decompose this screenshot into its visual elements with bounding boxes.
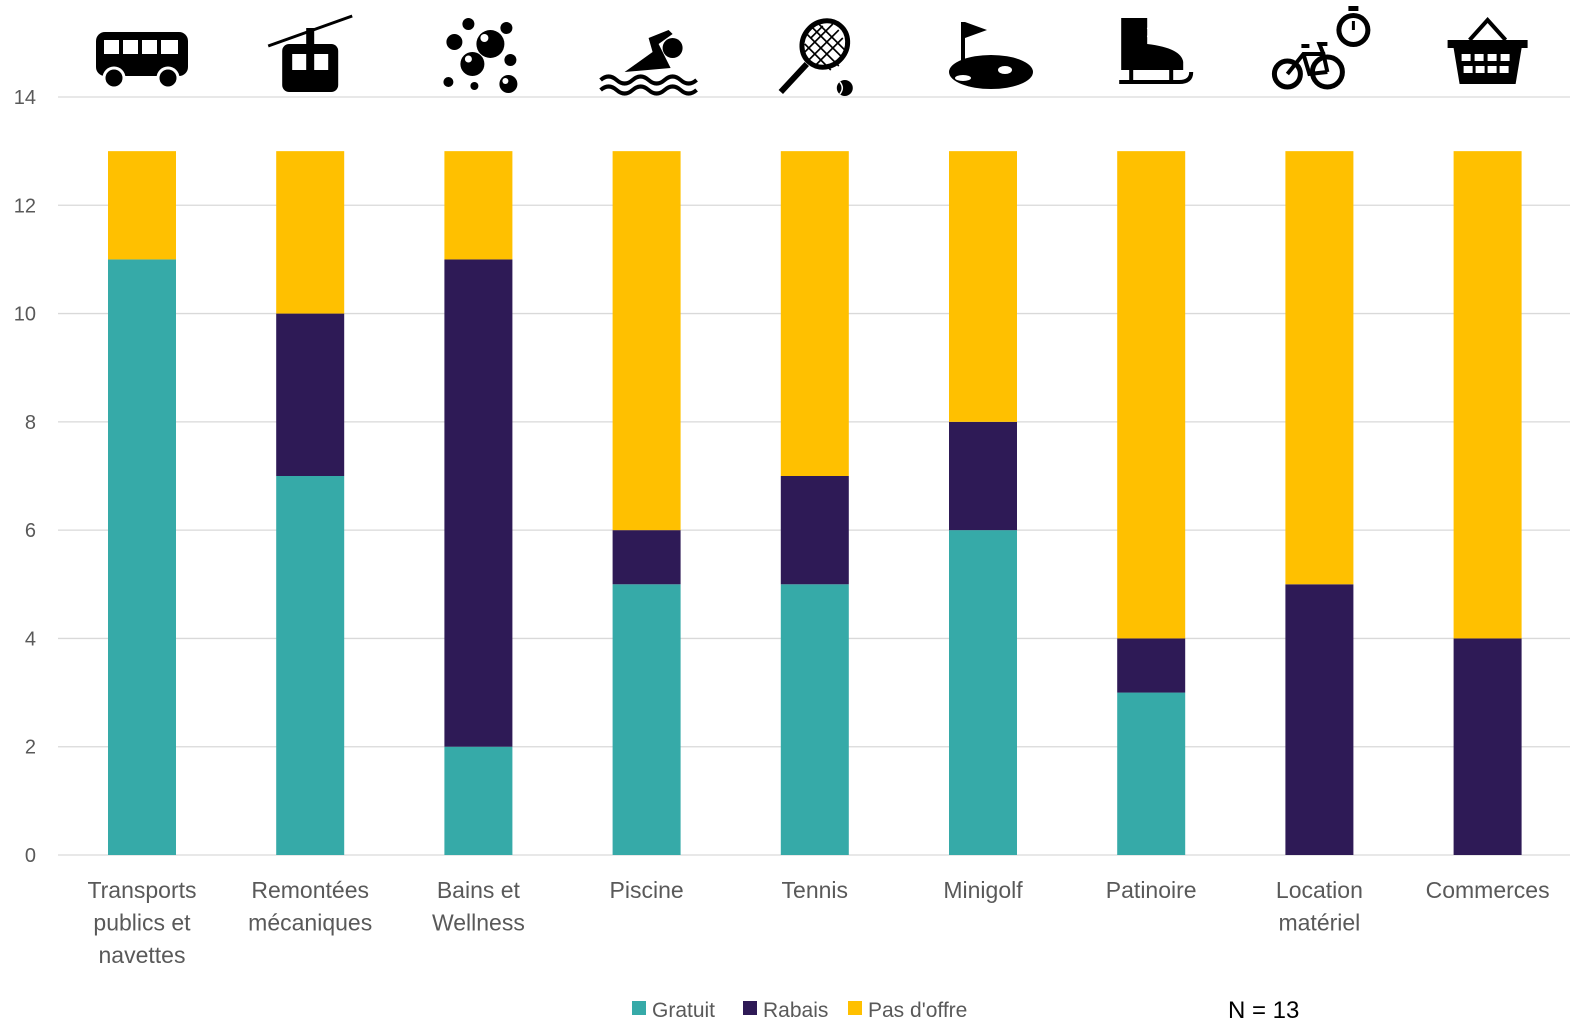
legend-swatch [848, 1001, 862, 1015]
x-tick-label: Remontées mécaniques [248, 877, 372, 936]
x-tick-label: Transports publics et navettes [87, 877, 196, 968]
legend-label: Pas d'offre [868, 999, 967, 1022]
bus-icon [94, 30, 190, 90]
cable-car-icon [266, 14, 354, 94]
bar-segment-rabais [1117, 638, 1186, 693]
y-tick-label: 8 [25, 412, 36, 434]
bar-segment-gratuit [108, 259, 176, 855]
y-tick-label: 2 [25, 737, 36, 759]
y-axis: 0 2 4 6 8 10 12 14 [14, 87, 36, 867]
shopping-basket-icon [1445, 18, 1530, 86]
bar-segment-pas-d-offre [108, 151, 176, 260]
y-tick-label: 4 [25, 628, 36, 650]
ice-skate-icon [1117, 16, 1194, 84]
y-tick-label: 6 [25, 520, 36, 542]
x-tick-label: Bains et Wellness [432, 877, 525, 936]
x-axis: Transports publics et navettes Remontées méc… [87, 877, 1549, 968]
y-tick-label: 14 [14, 87, 36, 109]
bar-segment-gratuit [444, 746, 513, 855]
bar-segment-rabais [444, 259, 513, 747]
bar-segment-pas-d-offre [1453, 151, 1522, 639]
bars [108, 151, 1522, 855]
legend-label: Rabais [763, 999, 828, 1022]
x-tick-label: Patinoire [1106, 877, 1197, 903]
bar-segment-rabais [1453, 638, 1522, 855]
legend-swatch [632, 1001, 646, 1015]
category-icons [94, 6, 1530, 96]
legend: Gratuit Rabais Pas d'offre [632, 999, 967, 1022]
bar-segment-rabais [1285, 584, 1354, 855]
bar-segment-pas-d-offre [1117, 151, 1186, 639]
bar-segment-pas-d-offre [780, 151, 849, 476]
legend-swatch [743, 1001, 757, 1015]
bar-segment-rabais [276, 313, 345, 476]
bar-segment-pas-d-offre [444, 151, 513, 260]
bar-segment-rabais [612, 530, 681, 585]
y-tick-label: 0 [25, 845, 36, 867]
x-tick-label: Commerces [1426, 877, 1550, 903]
bar-segment-pas-d-offre [1285, 151, 1354, 585]
bicycle-stopwatch-icon [1274, 6, 1370, 87]
bar-segment-rabais [949, 421, 1017, 531]
swimmer-icon [598, 28, 699, 96]
legend-label: Gratuit [652, 999, 715, 1022]
minigolf-icon [949, 22, 1033, 89]
x-tick-label: Piscine [610, 877, 684, 903]
bar-segment-gratuit [780, 584, 849, 855]
tennis-icon [781, 11, 857, 96]
sample-size-note: N = 13 [1228, 997, 1299, 1024]
x-tick-label: Location matériel [1276, 877, 1363, 936]
bar-segment-rabais [780, 476, 849, 585]
x-tick-label: Minigolf [943, 877, 1023, 903]
bar-segment-gratuit [612, 584, 681, 855]
bar-segment-pas-d-offre [612, 151, 681, 531]
y-tick-label: 10 [14, 304, 36, 326]
bubbles-icon [443, 18, 518, 93]
bar-segment-gratuit [1117, 692, 1186, 855]
bar-segment-gratuit [949, 530, 1017, 855]
x-tick-label: Tennis [782, 877, 848, 903]
bar-segment-pas-d-offre [276, 151, 345, 314]
bar-segment-gratuit [276, 476, 345, 855]
y-tick-label: 12 [14, 195, 36, 217]
bar-segment-pas-d-offre [949, 151, 1017, 422]
